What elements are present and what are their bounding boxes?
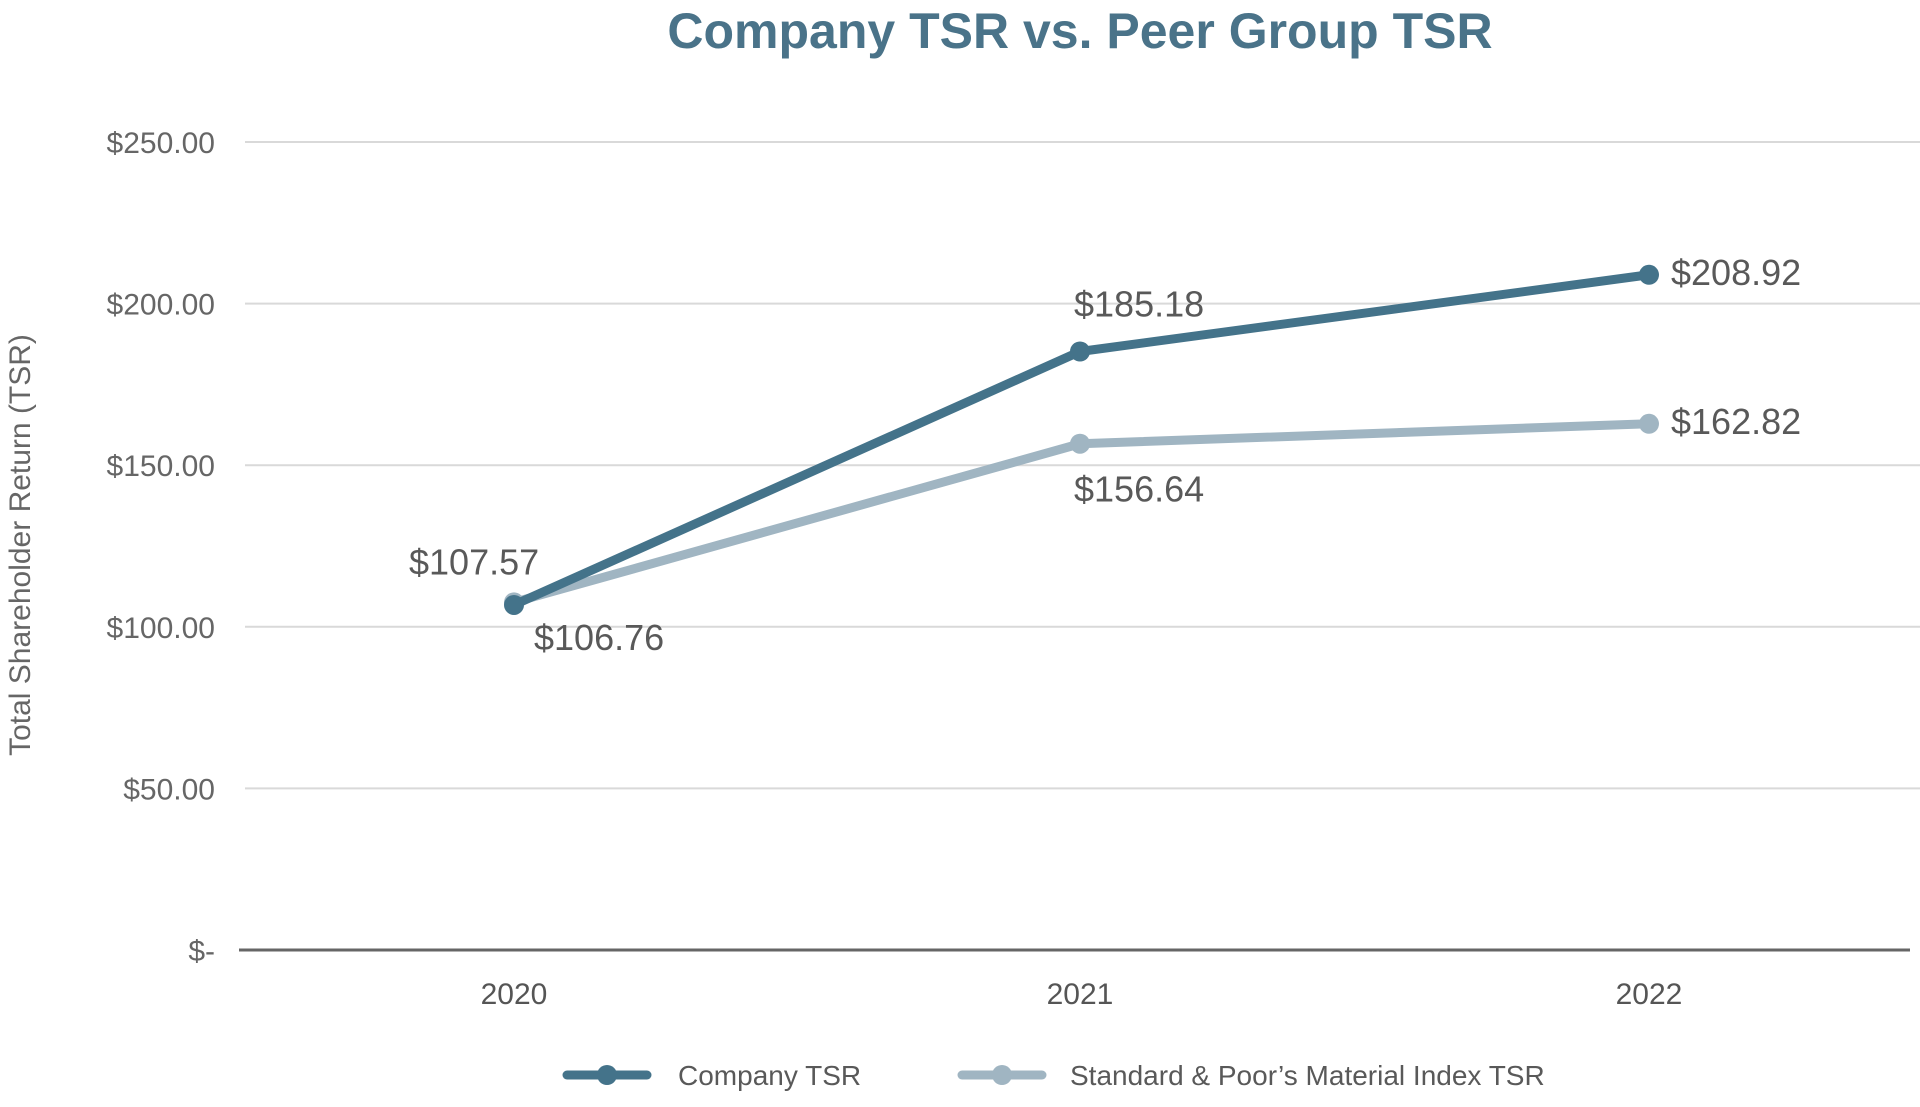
series-company-tsr [504,264,1659,615]
data-point [1639,413,1659,434]
y-tick-label: $100.00 [107,612,215,645]
legend-item: Company TSR [562,1060,861,1091]
y-tick-label: $200.00 [107,289,215,322]
data-label: $156.64 [1074,469,1204,510]
chart-title: Company TSR vs. Peer Group TSR [667,3,1492,59]
series-peer-index-tsr [504,413,1659,613]
data-point [1070,433,1090,454]
legend-marker-icon [992,1065,1012,1085]
legend-marker-icon [597,1065,617,1085]
data-point [1070,341,1090,362]
data-label: $208.92 [1671,252,1801,293]
y-tick-label: $250.00 [107,127,215,160]
y-tick-label: $50.00 [123,773,215,806]
data-point [1639,264,1659,285]
data-label: $185.18 [1074,283,1204,324]
y-tick-label: $- [188,935,215,968]
x-tick-label: 2020 [481,978,548,1011]
legend-item: Standard & Poor’s Material Index TSR [957,1060,1545,1091]
x-tick-label: 2022 [1616,978,1683,1011]
data-point [504,594,524,615]
legend-label: Standard & Poor’s Material Index TSR [1070,1060,1545,1091]
data-label: $162.82 [1671,401,1801,442]
data-label: $106.76 [534,617,664,658]
data-label: $107.57 [409,541,539,582]
x-tick-label: 2021 [1047,978,1114,1011]
legend-label: Company TSR [678,1060,861,1091]
y-tick-label: $150.00 [107,450,215,483]
y-axis-label: Total Shareholder Return (TSR) [4,334,37,756]
